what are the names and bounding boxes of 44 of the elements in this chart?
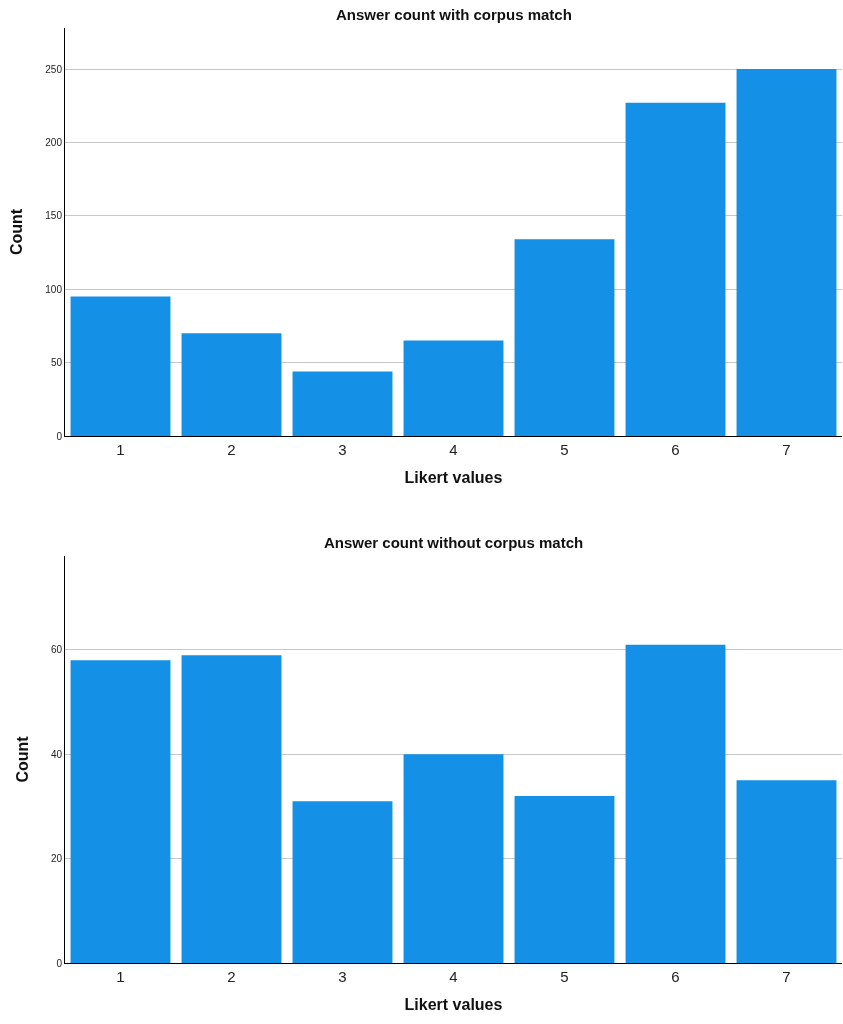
y-tick-label: 50 [50, 357, 63, 369]
y-tick-label: 0 [56, 430, 63, 442]
x-axis-title: Likert values [404, 995, 503, 1013]
x-tick-label: 3 [338, 968, 347, 985]
x-tick-label: 4 [449, 968, 458, 985]
bar [181, 333, 282, 436]
x-axis-title: Likert values [404, 468, 503, 486]
bar [736, 69, 837, 436]
chart-title: Answer count with corpus match [336, 6, 572, 23]
x-tick-label: 4 [449, 441, 458, 458]
x-tick-label: 7 [782, 968, 791, 985]
bar [292, 801, 393, 963]
bar [403, 340, 504, 436]
chart-title: Answer count without corpus match [324, 534, 584, 551]
x-tick-label: 7 [782, 441, 791, 458]
bar [70, 660, 171, 963]
bar [403, 754, 504, 963]
bar [736, 780, 837, 963]
x-tick-label: 1 [116, 441, 125, 458]
y-tick-label: 0 [56, 957, 63, 969]
x-tick-label: 3 [338, 441, 347, 458]
bar [625, 102, 726, 436]
x-tick-label: 6 [671, 441, 680, 458]
x-tick-label: 2 [227, 968, 236, 985]
y-tick-label: 200 [45, 136, 63, 148]
y-tick-label: 150 [45, 210, 63, 222]
bar [181, 655, 282, 963]
y-axis-title: Count [13, 735, 31, 783]
x-tick-label: 6 [671, 968, 680, 985]
y-axis-title: Count [8, 208, 26, 256]
bar [514, 796, 615, 963]
y-tick-label: 40 [50, 748, 63, 760]
y-tick-label: 250 [45, 63, 63, 75]
y-tick-label: 100 [45, 283, 63, 295]
bar [514, 239, 615, 436]
x-tick-label: 5 [560, 441, 569, 458]
x-tick-label: 1 [116, 968, 125, 985]
bar [292, 371, 393, 436]
bar [70, 296, 171, 436]
y-tick-label: 20 [50, 853, 63, 865]
y-tick-label: 60 [50, 644, 63, 656]
x-tick-label: 5 [560, 968, 569, 985]
bar [625, 644, 726, 963]
x-tick-label: 2 [227, 441, 236, 458]
